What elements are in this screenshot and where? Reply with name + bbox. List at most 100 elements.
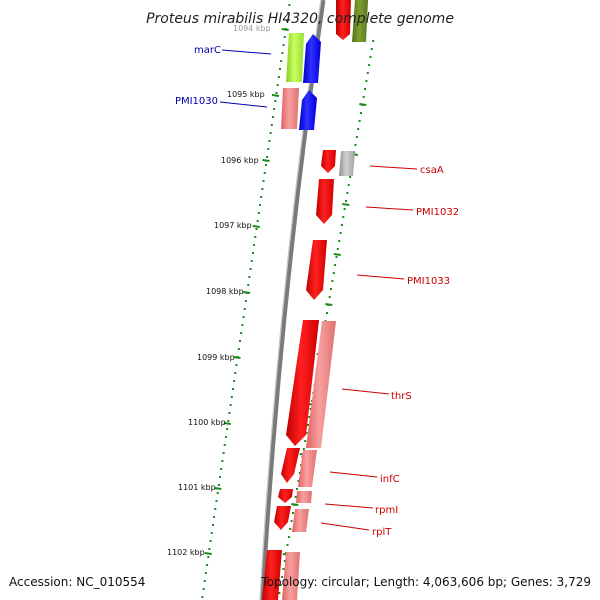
ring-dot (264, 164, 267, 166)
ring-dot (338, 240, 341, 242)
ring-dot (224, 436, 227, 438)
ring-dot (286, 544, 289, 546)
gene-label-csaA: csaA (420, 165, 444, 176)
ring-major-tick (281, 28, 289, 31)
ring-dot (266, 156, 269, 158)
gene-labels: marC PMI1030 csaA PMI1032 PMI1033 thrS i… (175, 45, 459, 538)
ring-dot (207, 556, 210, 558)
ring-dot (208, 548, 211, 550)
ring-dot (277, 76, 280, 78)
ring-dot (220, 468, 223, 470)
feature-PMI1032 (316, 179, 334, 224)
ring-dot (271, 116, 274, 118)
ring-dot (358, 120, 361, 122)
ring-major-tick (271, 94, 280, 97)
ring-major-tick (252, 225, 260, 228)
ring-dot (228, 412, 231, 414)
ring-dot (204, 572, 207, 574)
ring-dot (346, 192, 349, 194)
feature-top-olive (352, 0, 368, 42)
ring-dot (302, 448, 305, 450)
ring-dot (357, 128, 360, 130)
feature-PMI1033 (306, 240, 327, 300)
gene-label-PMI1033: PMI1033 (407, 276, 450, 287)
ring-dot (343, 208, 346, 210)
ring-dot (305, 432, 308, 434)
ring-dot (365, 80, 368, 82)
ring-dot (278, 592, 281, 594)
leader-rpmI (324, 503, 374, 509)
feature-rpmI (278, 489, 293, 503)
ring-dot (235, 364, 238, 366)
ring-dot (366, 72, 369, 74)
ring-dot (215, 500, 218, 502)
ring-dot (216, 492, 219, 494)
ring-dot (262, 180, 265, 182)
ring-dot (263, 172, 266, 174)
ring-dot (368, 64, 371, 66)
ring-dot (355, 136, 358, 138)
accession-text: Accession: NC_010554 (9, 575, 145, 589)
leader-infC (329, 471, 378, 478)
feature-rplT (274, 506, 291, 530)
ring-dot (360, 112, 362, 114)
ring-dot (280, 60, 283, 62)
ring-dot (212, 524, 214, 526)
ring-dot (370, 48, 373, 50)
ring-dot (330, 288, 332, 290)
leader-PMI1033 (356, 274, 405, 280)
ring-dot (334, 264, 337, 266)
gene-label-infC: infC (380, 474, 400, 485)
leader-PMI1030 (219, 101, 268, 108)
ring-dot (233, 380, 236, 382)
ring-dot (282, 44, 285, 46)
ring-dot (232, 388, 234, 390)
ring-dot (328, 296, 331, 298)
ring-dot (259, 204, 261, 206)
gene-label-thrS: thrS (391, 391, 412, 402)
ring-dot (210, 532, 213, 534)
leader-rplT (320, 522, 370, 531)
kbp-label-1094: 1094 kbp (233, 24, 271, 33)
ring-dot (288, 4, 291, 6)
ring-dot (247, 284, 250, 286)
kbp-tick-labels: 1094 kbp 1095 kbp 1096 kbp 1097 kbp 1098… (167, 24, 271, 557)
topology-text: Topology: circular; Length: 4,063,606 bp… (260, 575, 591, 589)
feature-marC-blue (303, 34, 321, 83)
kbp-label-1098: 1098 kbp (206, 287, 244, 296)
ring-dot (240, 332, 243, 334)
ring-dot (294, 496, 297, 498)
ring-dot (270, 124, 273, 126)
ring-dot (256, 220, 259, 222)
ring-dot (354, 144, 357, 146)
ring-dot (253, 244, 256, 246)
ring-dot (257, 212, 260, 214)
ring-dot (275, 92, 278, 94)
ring-dot (261, 188, 264, 190)
gene-label-rplT: rplT (372, 527, 392, 538)
ring-dot (283, 560, 286, 562)
ring-dot (349, 176, 352, 178)
gene-label-PMI1032: PMI1032 (416, 207, 459, 218)
ring-dot (283, 36, 286, 38)
kbp-label-1096: 1096 kbp (221, 156, 259, 165)
kbp-label-1099: 1099 kbp (197, 353, 235, 362)
gene-label-marC: marC (194, 45, 221, 56)
ring-dot (336, 248, 339, 250)
ring-dot (287, 536, 290, 538)
feature-PMI1030-blue (299, 90, 317, 130)
ring-major-tick (233, 356, 241, 359)
ring-dot (281, 576, 284, 578)
ring-dot (267, 148, 270, 150)
ring-dot (254, 236, 257, 238)
feature-csaA-red (321, 150, 336, 173)
ring-dot (248, 276, 251, 278)
ring-dot (252, 252, 254, 254)
gene-label-PMI1030: PMI1030 (175, 96, 218, 107)
ring-dot (242, 316, 245, 318)
ring-minor-tick (325, 303, 333, 306)
ring-dot (362, 96, 365, 98)
ring-dot (223, 444, 226, 446)
ring-dot (298, 472, 301, 474)
